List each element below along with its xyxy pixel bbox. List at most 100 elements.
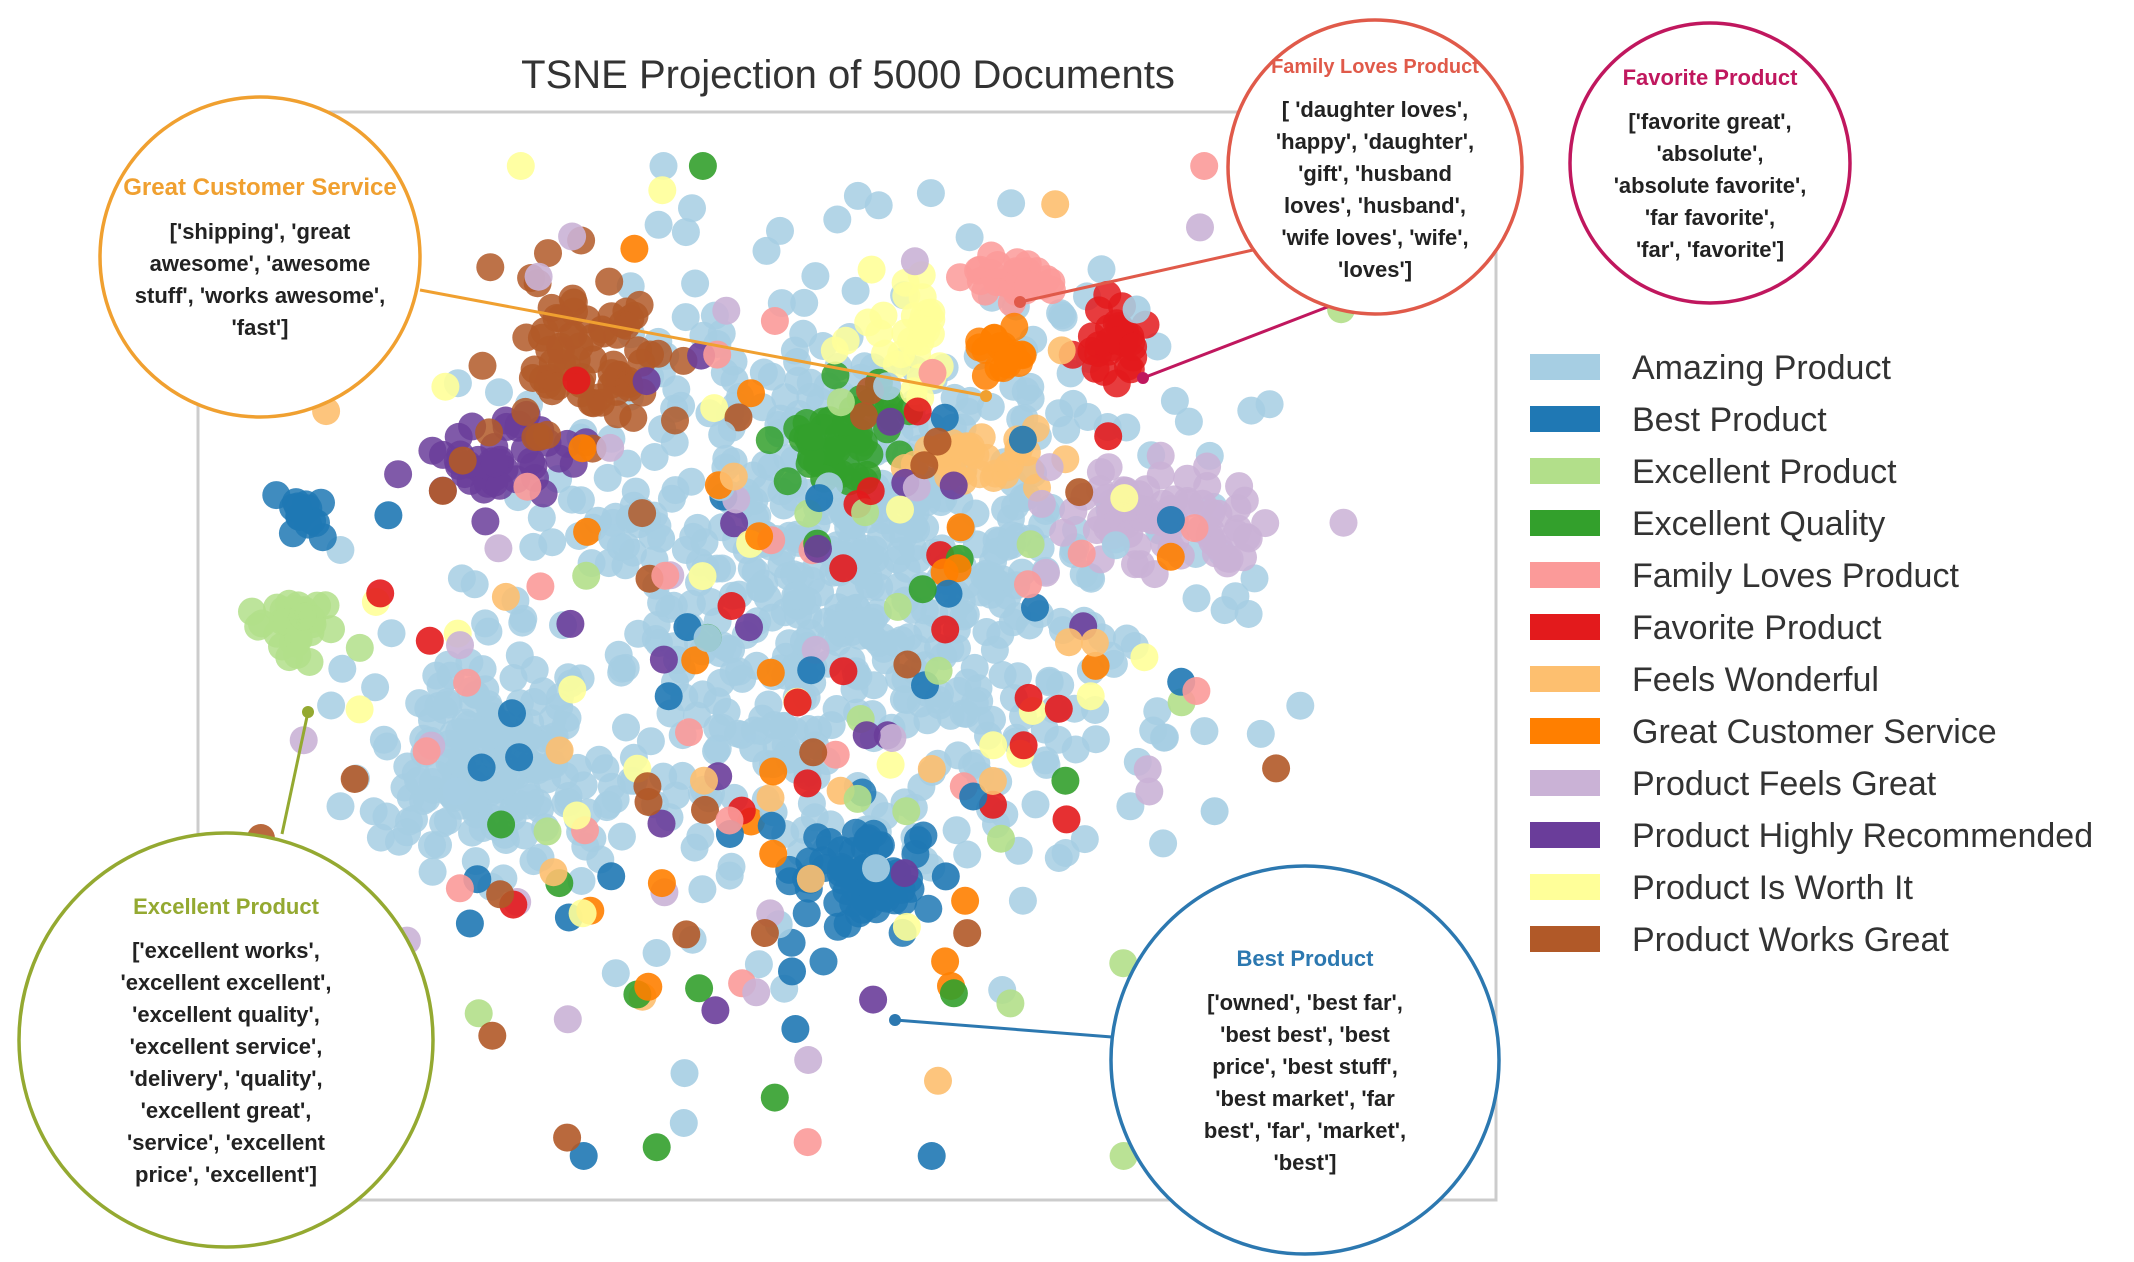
point-favorite-product <box>1014 683 1043 712</box>
point-excellent-product <box>883 592 912 621</box>
point-amazing-product <box>1046 299 1075 328</box>
point-favorite-product <box>1009 731 1038 760</box>
point-product-feels-great <box>794 1046 823 1074</box>
callout-title: Best Product <box>1237 946 1375 971</box>
leader-dot-best-product <box>889 1014 901 1026</box>
point-excellent-quality <box>642 1133 671 1162</box>
point-product-feels-great <box>558 222 587 251</box>
point-excellent-quality <box>685 974 714 1003</box>
point-favorite-product <box>1119 332 1148 361</box>
point-product-works-great <box>628 499 657 528</box>
point-product-works-great <box>448 446 477 475</box>
point-amazing-product <box>642 611 671 640</box>
callout-circle <box>1109 864 1501 1256</box>
point-amazing-product <box>835 579 864 608</box>
point-product-is-worth-it <box>568 899 597 928</box>
point-amazing-product <box>1035 668 1064 697</box>
point-best-product <box>757 811 786 840</box>
point-product-feels-great <box>742 978 771 1007</box>
point-great-customer-service <box>759 839 788 868</box>
point-amazing-product <box>601 959 630 988</box>
point-great-customer-service <box>756 658 785 687</box>
point-amazing-product <box>644 210 673 239</box>
point-family-loves-product <box>715 806 744 835</box>
point-favorite-product <box>717 592 746 620</box>
point-amazing-product <box>1021 790 1050 819</box>
callout-terms: ['favorite great','absolute','absolute f… <box>1614 109 1807 262</box>
point-product-works-great <box>475 418 504 447</box>
legend-label: Great Customer Service <box>1632 713 1997 751</box>
point-product-works-great <box>1065 478 1094 507</box>
point-favorite-product <box>1094 422 1123 451</box>
point-amazing-product <box>964 674 993 703</box>
point-product-works-great <box>691 795 719 824</box>
leader-line-best-product <box>894 1018 1113 1039</box>
point-amazing-product <box>326 792 355 821</box>
point-amazing-product <box>997 189 1026 218</box>
point-amazing-product <box>744 950 773 979</box>
legend-label: Product Works Great <box>1632 921 1949 959</box>
point-product-highly-recommended <box>480 449 509 478</box>
legend-swatch <box>1530 614 1600 640</box>
legend-item-favorite-product: Favorite Product <box>1530 609 1882 647</box>
point-feels-wonderful <box>1055 628 1083 657</box>
legend-label: Family Loves Product <box>1632 557 1959 595</box>
point-product-highly-recommended <box>852 721 881 750</box>
point-amazing-product <box>594 549 623 578</box>
point-family-loves-product <box>760 307 789 335</box>
point-amazing-product <box>708 420 737 449</box>
point-product-highly-recommended <box>735 613 763 642</box>
callout-title: Favorite Product <box>1623 65 1798 90</box>
point-amazing-product <box>474 721 503 750</box>
point-amazing-product <box>1116 792 1145 821</box>
point-amazing-product <box>859 671 888 700</box>
point-amazing-product <box>681 269 710 298</box>
point-excellent-product <box>826 388 855 417</box>
point-amazing-product <box>916 179 945 208</box>
point-excellent-product <box>1109 949 1138 978</box>
point-product-feels-great <box>1027 489 1056 518</box>
point-amazing-product <box>775 629 804 658</box>
point-feels-wonderful <box>796 864 825 893</box>
point-excellent-quality <box>797 443 825 472</box>
point-product-is-worth-it <box>562 801 591 830</box>
point-best-product <box>805 484 834 513</box>
point-amazing-product <box>640 443 669 471</box>
point-favorite-product <box>783 688 812 717</box>
plot-frame <box>196 110 1498 1202</box>
point-product-is-worth-it <box>431 372 460 401</box>
point-product-works-great <box>910 451 939 480</box>
point-best-product <box>823 912 852 941</box>
point-amazing-product <box>372 802 401 831</box>
callout-terms: ['excellent works','excellent excellent'… <box>120 938 331 1187</box>
legend-item-great-customer-service: Great Customer Service <box>1530 713 1997 751</box>
point-amazing-product <box>712 698 741 726</box>
point-amazing-product <box>942 816 971 845</box>
point-amazing-product <box>769 491 798 520</box>
point-great-customer-service <box>681 646 710 675</box>
point-best-product <box>597 862 626 891</box>
point-amazing-product <box>783 581 812 610</box>
point-amazing-product <box>1032 750 1061 779</box>
legend-swatch <box>1530 770 1600 796</box>
callout-favorite-product: Favorite Product ['favorite great','absol… <box>1568 21 1852 305</box>
point-amazing-product <box>485 378 513 407</box>
legend-swatch <box>1530 926 1600 952</box>
point-best-product <box>792 899 821 928</box>
leader-dot-family-loves-product <box>1014 296 1026 308</box>
point-feels-wonderful <box>995 450 1024 479</box>
point-product-highly-recommended <box>701 996 730 1025</box>
point-product-highly-recommended <box>485 471 514 500</box>
point-product-works-great <box>633 772 662 801</box>
point-great-customer-service <box>994 344 1023 373</box>
point-excellent-product <box>533 817 562 846</box>
legend-label: Amazing Product <box>1632 349 1891 387</box>
point-amazing-product <box>369 725 398 754</box>
point-product-feels-great <box>446 631 474 660</box>
point-amazing-product <box>801 262 830 291</box>
point-product-works-great <box>620 301 649 330</box>
point-excellent-product <box>247 609 276 638</box>
point-great-customer-service <box>620 234 649 263</box>
point-family-loves-product <box>918 358 947 387</box>
point-product-highly-recommended <box>632 367 661 396</box>
